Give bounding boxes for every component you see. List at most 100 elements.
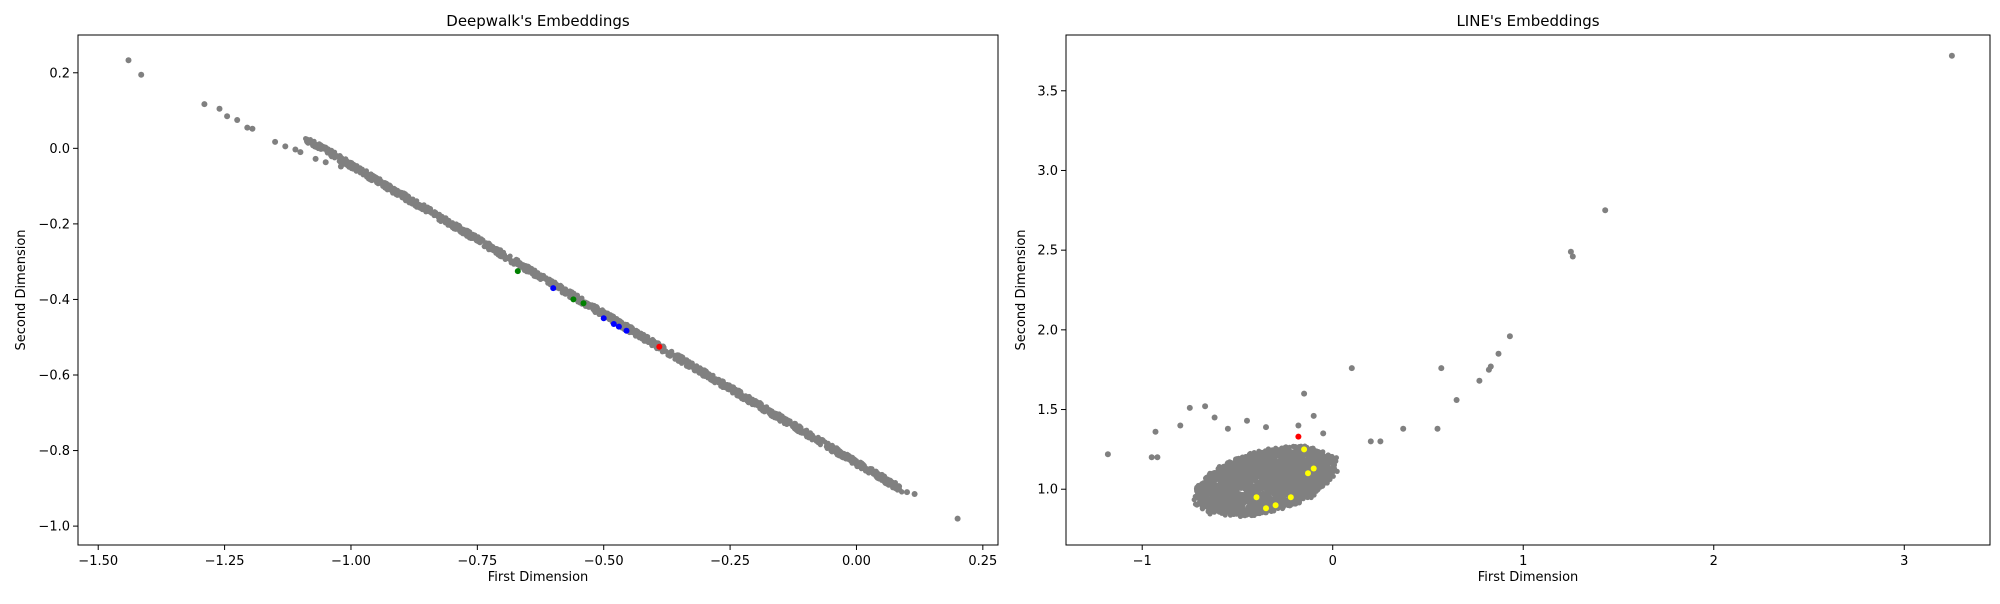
cluster-point [1308,492,1314,498]
scatter-point [1495,350,1502,357]
cluster-point [1244,470,1250,476]
band-point [649,342,655,348]
band-point [475,238,481,244]
cluster-point [1216,508,1222,514]
cluster-point [1289,456,1295,462]
scatter-point [1487,363,1494,370]
scatter-point [1287,494,1294,501]
cluster-point [1307,455,1313,461]
cluster-point [1198,497,1204,503]
scatter-point [337,163,344,170]
scatter-point [224,113,231,120]
scatter-point [1453,397,1460,403]
x-tick-label: 0.25 [968,554,997,569]
band-point [415,204,421,210]
cluster-point [1230,511,1236,517]
band-point [562,291,568,297]
cluster-point [1284,461,1290,467]
cluster-point [1282,497,1288,503]
cluster-point [1251,476,1257,483]
band-point [710,372,716,378]
cluster-point [1271,455,1277,461]
band-point [307,138,313,144]
x-tick-label: −1.00 [331,554,371,569]
y-tick-label: −0.4 [38,293,70,308]
cluster-point [1242,474,1248,480]
cluster-point [1275,453,1281,459]
x-tick-label: −0.50 [584,554,624,569]
band-point [520,262,526,268]
band-point [402,192,408,198]
cluster-point [1296,463,1302,469]
scatter-point [911,491,918,497]
cluster-point [1247,508,1253,514]
band-point [434,211,440,217]
cluster-point [1230,475,1236,482]
scatter-point [1301,390,1308,397]
cluster-point [1194,502,1200,508]
cluster-point [1238,508,1244,514]
x-axis-label: First Dimension [488,570,589,585]
cluster-point [1258,475,1264,481]
band-point [667,352,673,358]
band-point [851,459,857,465]
scatter-point [1211,414,1218,421]
x-tick-label: 2 [1710,554,1718,569]
band-point [768,412,775,418]
band-point [696,365,702,371]
cluster-point [1236,475,1242,481]
cluster-point [1211,486,1217,493]
cluster-point [1199,481,1205,487]
scatter-point [1348,365,1355,372]
y-axis-label: Second Dimension [14,229,29,350]
cluster-point [1262,478,1268,484]
y-tick-label: 3.0 [1037,164,1058,179]
scatter-point [322,159,329,166]
band-point [374,175,380,181]
cluster-point [1231,494,1237,500]
cluster-point [1318,453,1324,459]
cluster-point [1282,445,1288,452]
cluster-point [1276,495,1282,502]
cluster-point [1331,468,1337,474]
scatter-point [1244,417,1250,424]
deepwalk-chart: Deepwalk's Embeddings −1.50 −1.25 −1.00 −0.… [14,12,999,585]
band-point [803,431,809,437]
cluster-point [1312,483,1318,489]
x-tick-label: −1.50 [78,554,118,569]
band-point [364,171,370,177]
scatter-point [610,321,617,327]
scatter-point [1104,451,1111,458]
band-point [470,231,476,237]
scatter-point [1301,446,1308,453]
band-point [825,440,831,446]
cluster-point [1243,460,1249,467]
cluster-point [1201,490,1207,496]
band-point [340,158,346,164]
scatter-point [1569,253,1576,260]
cluster-point [1296,456,1303,462]
band-point [622,323,629,329]
scatter-point [1224,425,1231,432]
cluster-point [1263,465,1269,471]
cluster-point [1328,460,1334,466]
x-tick-label: −0.25 [710,554,750,569]
band-point [368,171,374,177]
plot-frame [77,34,999,546]
scatter-point [1295,422,1302,429]
cluster-point [1291,468,1297,474]
band-point [453,222,459,228]
band-point [413,200,419,206]
band-point [817,436,823,442]
band-point [703,368,709,374]
scatter-point [656,343,663,350]
scatter-point [1272,502,1279,509]
scatter-point [1295,433,1302,440]
cluster-point [1294,479,1300,485]
cluster-point [1276,447,1282,453]
cluster-point [1224,500,1230,506]
cluster-point [1233,488,1239,494]
band-point [873,468,879,474]
x-axis-label: First Dimension [1478,570,1579,585]
cluster-point [1236,455,1242,461]
